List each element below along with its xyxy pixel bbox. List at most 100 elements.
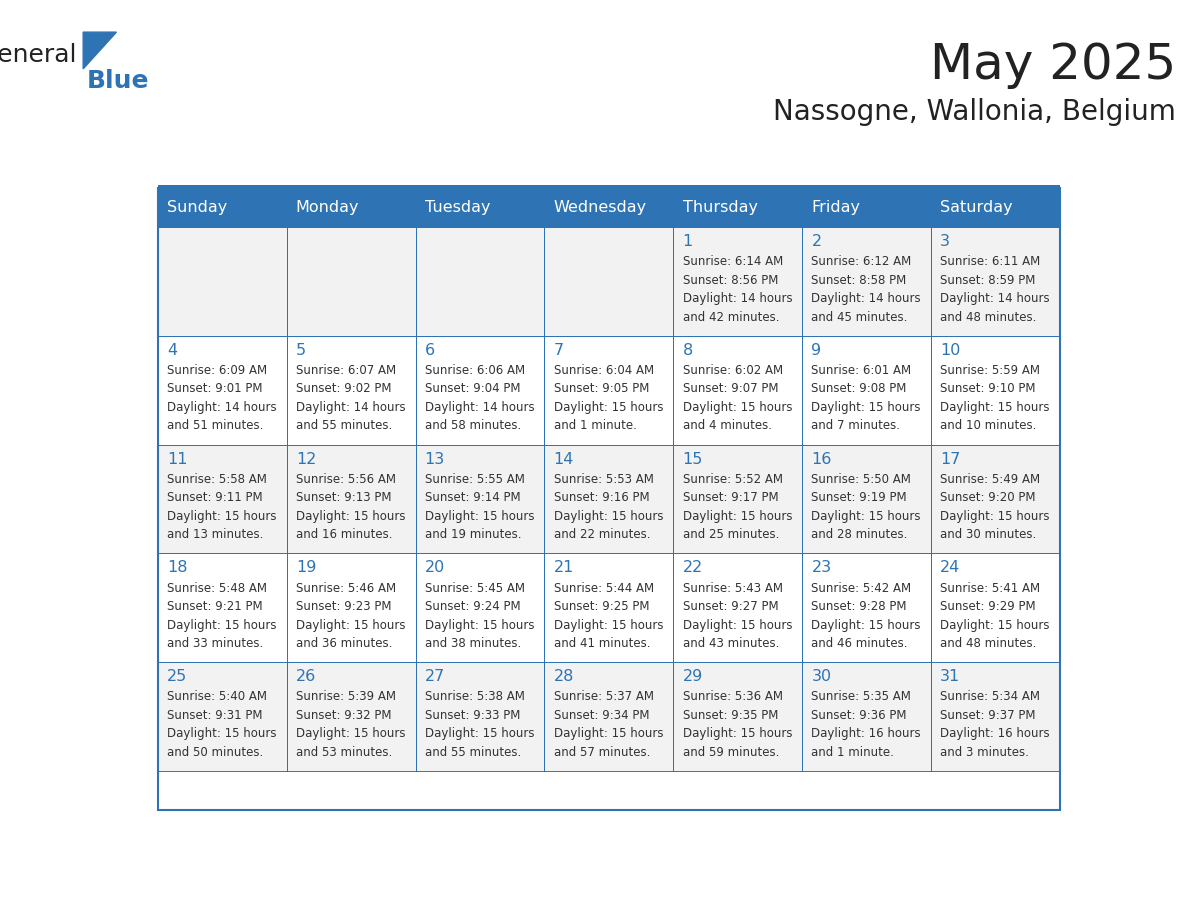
Bar <box>544 554 674 662</box>
Bar <box>802 444 931 554</box>
Text: Sunrise: 5:43 AM
Sunset: 9:27 PM
Daylight: 15 hours
and 43 minutes.: Sunrise: 5:43 AM Sunset: 9:27 PM Dayligh… <box>682 582 792 650</box>
Text: 7: 7 <box>554 342 564 358</box>
Bar <box>931 336 1060 444</box>
Text: Sunrise: 5:50 AM
Sunset: 9:19 PM
Daylight: 15 hours
and 28 minutes.: Sunrise: 5:50 AM Sunset: 9:19 PM Dayligh… <box>811 473 921 542</box>
Text: Sunrise: 5:49 AM
Sunset: 9:20 PM
Daylight: 15 hours
and 30 minutes.: Sunrise: 5:49 AM Sunset: 9:20 PM Dayligh… <box>940 473 1050 542</box>
Bar <box>286 662 416 771</box>
Text: Sunrise: 6:09 AM
Sunset: 9:01 PM
Daylight: 14 hours
and 51 minutes.: Sunrise: 6:09 AM Sunset: 9:01 PM Dayligh… <box>166 364 277 432</box>
Bar <box>931 188 1060 227</box>
Text: 3: 3 <box>940 234 950 249</box>
Bar <box>931 554 1060 662</box>
Text: Wednesday: Wednesday <box>554 200 646 215</box>
Bar <box>158 336 286 444</box>
Bar <box>674 227 802 336</box>
Bar <box>931 444 1060 554</box>
Text: 17: 17 <box>940 452 961 466</box>
Bar <box>158 188 1060 227</box>
Text: Sunrise: 5:35 AM
Sunset: 9:36 PM
Daylight: 16 hours
and 1 minute.: Sunrise: 5:35 AM Sunset: 9:36 PM Dayligh… <box>811 690 921 759</box>
Bar <box>931 554 1060 662</box>
Text: Sunrise: 5:48 AM
Sunset: 9:21 PM
Daylight: 15 hours
and 33 minutes.: Sunrise: 5:48 AM Sunset: 9:21 PM Dayligh… <box>166 582 277 650</box>
Text: 6: 6 <box>425 342 435 358</box>
Text: Sunrise: 5:55 AM
Sunset: 9:14 PM
Daylight: 15 hours
and 19 minutes.: Sunrise: 5:55 AM Sunset: 9:14 PM Dayligh… <box>425 473 535 542</box>
Bar <box>416 554 544 662</box>
Text: Sunrise: 5:52 AM
Sunset: 9:17 PM
Daylight: 15 hours
and 25 minutes.: Sunrise: 5:52 AM Sunset: 9:17 PM Dayligh… <box>682 473 792 542</box>
Text: 10: 10 <box>940 342 961 358</box>
Bar <box>416 444 544 554</box>
Text: Sunrise: 5:53 AM
Sunset: 9:16 PM
Daylight: 15 hours
and 22 minutes.: Sunrise: 5:53 AM Sunset: 9:16 PM Dayligh… <box>554 473 663 542</box>
Text: Thursday: Thursday <box>682 200 758 215</box>
Text: 31: 31 <box>940 669 961 684</box>
Text: Sunrise: 5:46 AM
Sunset: 9:23 PM
Daylight: 15 hours
and 36 minutes.: Sunrise: 5:46 AM Sunset: 9:23 PM Dayligh… <box>296 582 405 650</box>
Bar <box>158 444 286 554</box>
Text: 20: 20 <box>425 560 446 576</box>
Bar <box>931 336 1060 444</box>
Text: Sunrise: 6:07 AM
Sunset: 9:02 PM
Daylight: 14 hours
and 55 minutes.: Sunrise: 6:07 AM Sunset: 9:02 PM Dayligh… <box>296 364 405 432</box>
Bar <box>674 227 802 336</box>
Text: Sunrise: 5:56 AM
Sunset: 9:13 PM
Daylight: 15 hours
and 16 minutes.: Sunrise: 5:56 AM Sunset: 9:13 PM Dayligh… <box>296 473 405 542</box>
Bar <box>802 662 931 771</box>
Bar <box>674 444 802 554</box>
Bar <box>416 336 544 444</box>
Bar <box>286 554 416 662</box>
Bar <box>544 444 674 554</box>
Bar <box>674 336 802 444</box>
Text: 25: 25 <box>166 669 188 684</box>
Bar <box>544 444 674 554</box>
Bar <box>286 662 416 771</box>
Text: 30: 30 <box>811 669 832 684</box>
Bar <box>674 188 802 227</box>
Text: 23: 23 <box>811 560 832 576</box>
Bar <box>802 227 931 336</box>
Bar <box>544 662 674 771</box>
Text: Sunrise: 5:58 AM
Sunset: 9:11 PM
Daylight: 15 hours
and 13 minutes.: Sunrise: 5:58 AM Sunset: 9:11 PM Dayligh… <box>166 473 277 542</box>
Bar <box>158 662 286 771</box>
Text: Saturday: Saturday <box>940 200 1013 215</box>
Text: Sunrise: 6:01 AM
Sunset: 9:08 PM
Daylight: 15 hours
and 7 minutes.: Sunrise: 6:01 AM Sunset: 9:08 PM Dayligh… <box>811 364 921 432</box>
Bar <box>802 554 931 662</box>
Text: Sunrise: 5:34 AM
Sunset: 9:37 PM
Daylight: 16 hours
and 3 minutes.: Sunrise: 5:34 AM Sunset: 9:37 PM Dayligh… <box>940 690 1050 759</box>
Text: Sunrise: 5:36 AM
Sunset: 9:35 PM
Daylight: 15 hours
and 59 minutes.: Sunrise: 5:36 AM Sunset: 9:35 PM Dayligh… <box>682 690 792 759</box>
Bar <box>674 554 802 662</box>
Text: 28: 28 <box>554 669 574 684</box>
Bar <box>158 185 1060 188</box>
Text: Sunrise: 5:42 AM
Sunset: 9:28 PM
Daylight: 15 hours
and 46 minutes.: Sunrise: 5:42 AM Sunset: 9:28 PM Dayligh… <box>811 582 921 650</box>
Bar <box>286 444 416 554</box>
Bar <box>674 662 802 771</box>
Text: 19: 19 <box>296 560 316 576</box>
Bar <box>931 662 1060 771</box>
Text: Blue: Blue <box>87 69 150 93</box>
Text: Friday: Friday <box>811 200 860 215</box>
Bar <box>802 554 931 662</box>
Text: Sunrise: 5:41 AM
Sunset: 9:29 PM
Daylight: 15 hours
and 48 minutes.: Sunrise: 5:41 AM Sunset: 9:29 PM Dayligh… <box>940 582 1050 650</box>
Text: 15: 15 <box>682 452 703 466</box>
Bar <box>931 227 1060 336</box>
Bar <box>286 336 416 444</box>
Bar <box>416 227 544 336</box>
Text: Sunrise: 6:11 AM
Sunset: 8:59 PM
Daylight: 14 hours
and 48 minutes.: Sunrise: 6:11 AM Sunset: 8:59 PM Dayligh… <box>940 255 1050 323</box>
Bar <box>286 444 416 554</box>
Text: Sunrise: 5:39 AM
Sunset: 9:32 PM
Daylight: 15 hours
and 53 minutes.: Sunrise: 5:39 AM Sunset: 9:32 PM Dayligh… <box>296 690 405 759</box>
Text: Sunrise: 6:06 AM
Sunset: 9:04 PM
Daylight: 14 hours
and 58 minutes.: Sunrise: 6:06 AM Sunset: 9:04 PM Dayligh… <box>425 364 535 432</box>
Bar <box>802 227 931 336</box>
Bar <box>674 554 802 662</box>
Text: Monday: Monday <box>296 200 359 215</box>
Bar <box>802 336 931 444</box>
Bar <box>674 444 802 554</box>
Text: 24: 24 <box>940 560 961 576</box>
Bar <box>544 336 674 444</box>
Bar <box>158 188 1060 810</box>
Bar <box>158 444 286 554</box>
Text: Nassogne, Wallonia, Belgium: Nassogne, Wallonia, Belgium <box>773 98 1176 127</box>
Bar <box>544 554 674 662</box>
Text: Sunrise: 6:12 AM
Sunset: 8:58 PM
Daylight: 14 hours
and 45 minutes.: Sunrise: 6:12 AM Sunset: 8:58 PM Dayligh… <box>811 255 921 323</box>
Bar <box>158 662 286 771</box>
Bar <box>544 227 674 336</box>
Bar <box>286 227 416 336</box>
Text: 29: 29 <box>682 669 703 684</box>
Bar <box>416 188 544 227</box>
Text: Sunrise: 5:59 AM
Sunset: 9:10 PM
Daylight: 15 hours
and 10 minutes.: Sunrise: 5:59 AM Sunset: 9:10 PM Dayligh… <box>940 364 1050 432</box>
Bar <box>802 336 931 444</box>
Bar <box>674 662 802 771</box>
Text: 26: 26 <box>296 669 316 684</box>
Text: Sunrise: 5:40 AM
Sunset: 9:31 PM
Daylight: 15 hours
and 50 minutes.: Sunrise: 5:40 AM Sunset: 9:31 PM Dayligh… <box>166 690 277 759</box>
